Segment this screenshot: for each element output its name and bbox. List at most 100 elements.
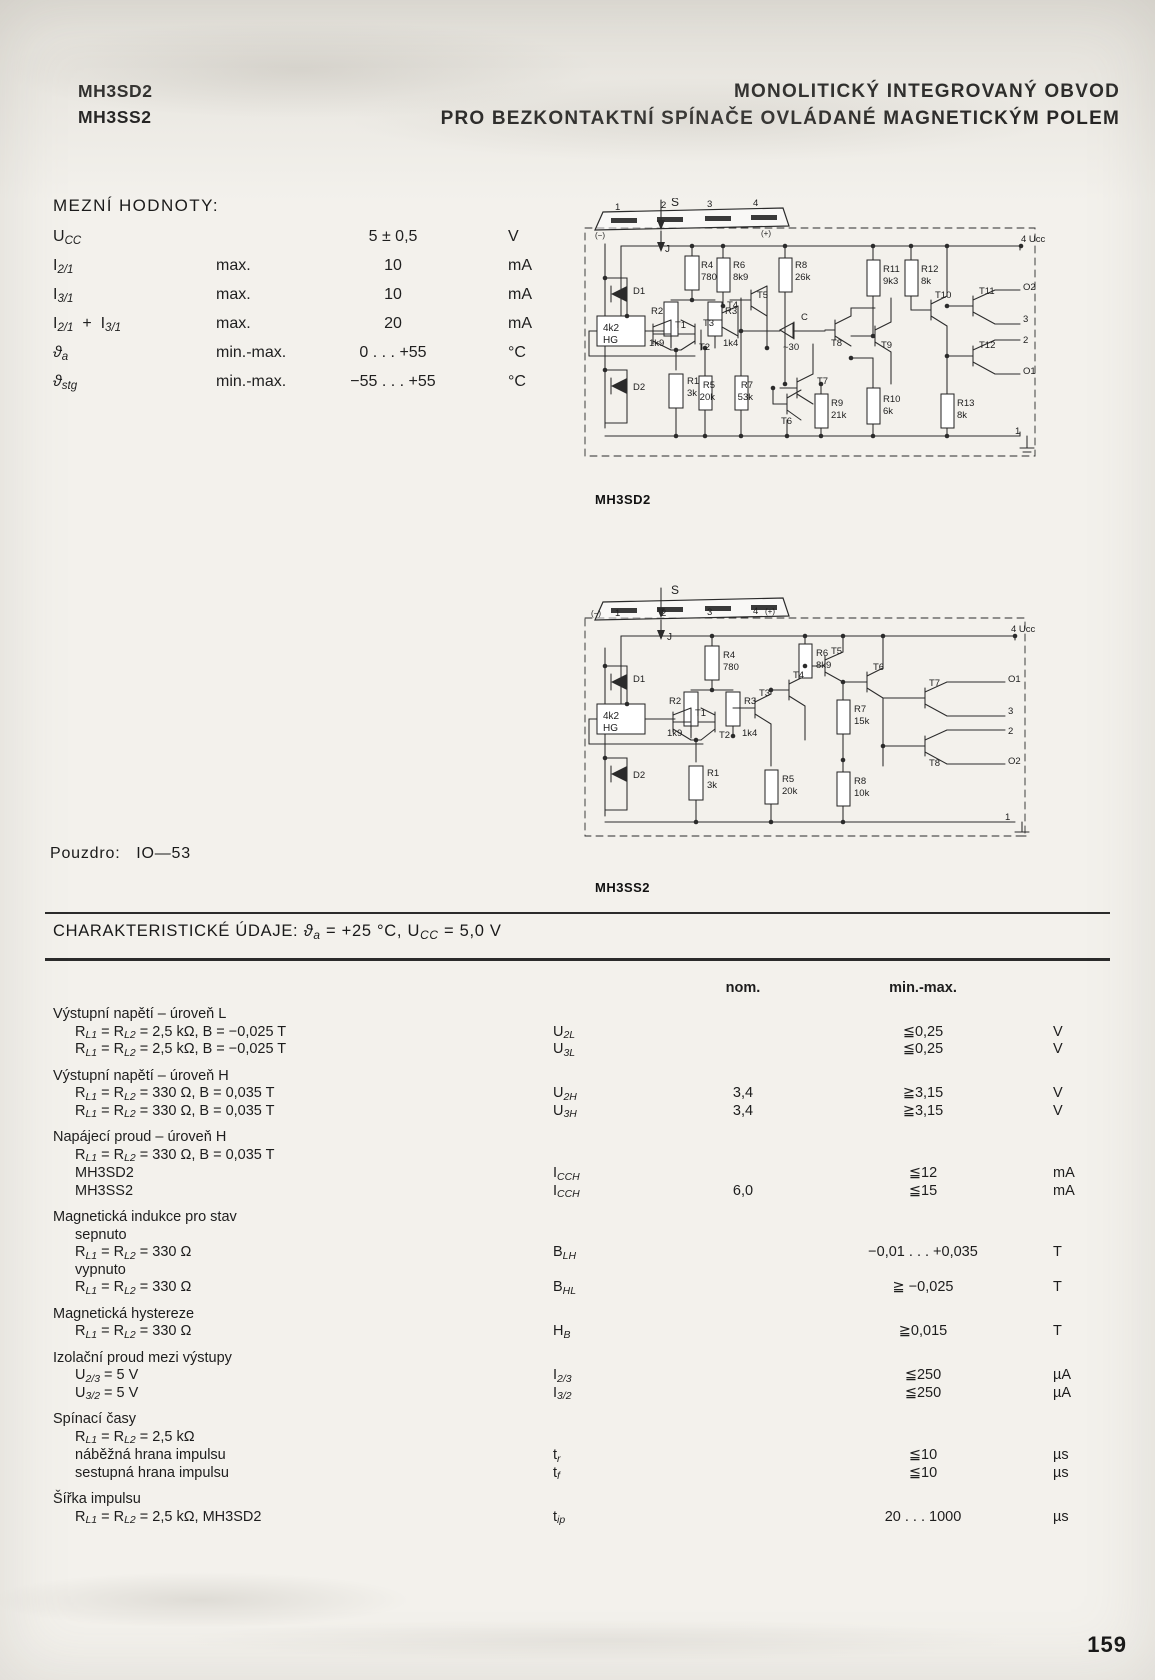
table-row: I2/1 + I3/1 max. 20 mA [53, 315, 553, 344]
group-subheading: RL1 = RL2 = 2,5 kΩ [75, 1428, 195, 1447]
diode-label: D2 [633, 382, 645, 393]
resistor-value: 53k [738, 392, 754, 403]
resistor-ref: R5 [782, 774, 794, 785]
resistor-value: 9k3 [883, 276, 898, 287]
type-mh3sd2: MH3SD2 [78, 81, 153, 101]
group-heading: Izolační proud mezi výstupy [53, 1349, 232, 1366]
limit-unit: °C [508, 344, 526, 361]
resistor-value: 21k [831, 410, 847, 421]
char-group: Magnetická indukce pro stav sepnuto RL1 … [53, 1209, 1108, 1297]
resistor-ref: R13 [957, 398, 974, 409]
row-condition: náběžná hrana impulsu [75, 1447, 226, 1463]
table-row: U2/3 = 5 V I2/3 ≦250 µA [53, 1367, 1108, 1385]
pin-label: 3 [707, 607, 712, 618]
row-unit: V [1053, 1023, 1063, 1040]
group-heading: Spínací časy [53, 1411, 137, 1427]
resistor-ref: R9 [831, 398, 843, 409]
pin-label: 1 [615, 202, 620, 213]
resistor-ref: R5 [703, 380, 715, 391]
pin-label: 4 [753, 198, 758, 209]
pin-label: 3 [707, 199, 712, 210]
row-symbol: tf [553, 1464, 560, 1483]
column-header-nom: nom. [725, 980, 761, 996]
hall-value-label: 4k2 [603, 323, 620, 334]
limit-unit: mA [508, 286, 532, 303]
transistor-label: T2 [699, 342, 710, 353]
row-symbol: ICCH [553, 1165, 580, 1183]
title-line-2: PRO BEZKONTAKTNÍ SPÍNAČE OVLÁDANÉ MAGNET… [440, 108, 1120, 129]
transistor-label: T3 [759, 688, 770, 699]
resistor-ref: R8 [795, 260, 807, 271]
limit-value: 5 ± 0,5 [368, 228, 418, 245]
row-minmax: ≦10 [908, 1447, 938, 1463]
pin-minus-label: (−) [595, 231, 605, 240]
table-header-row: nom. min.-max. [53, 980, 1108, 1006]
limits-title: MEZNÍ HODNOTY: [53, 196, 219, 215]
type-designations: MH3SD2 MH3SS2 [78, 78, 153, 130]
resistor-ref: R1 [687, 376, 699, 387]
row-minmax: ≧0,015 [898, 1323, 948, 1339]
capacitor-ref: C [801, 312, 808, 323]
resistor-ref: R10 [883, 394, 900, 405]
row-symbol: tr [553, 1447, 561, 1465]
char-group: Spínací časy RL1 = RL2 = 2,5 kΩ náběžná … [53, 1411, 1108, 1482]
limit-condition: max. [216, 315, 251, 332]
row-unit: V [1053, 1102, 1063, 1119]
right-pin-label: 2 [1023, 335, 1028, 346]
transistor-label: T8 [831, 338, 842, 349]
table-row: sestupná hrana impulsu tf ≦10 µs [53, 1465, 1108, 1483]
schematic-mh3ss2-svg: 1 2 3 4 S J (−) (+) 4k2 HG D1 D2 R4 780 … [584, 583, 1036, 837]
limit-symbol: I2/1 [53, 257, 74, 277]
transistor-label: T5 [757, 290, 768, 301]
transistor-label: T7 [929, 678, 940, 689]
junction-marker-label: J [667, 632, 672, 643]
resistor-value: 8k [957, 410, 967, 421]
limit-symbol: UCC [53, 228, 82, 248]
row-unit: µs [1053, 1464, 1069, 1481]
limit-unit: °C [508, 373, 526, 390]
group-heading: Výstupní napětí – úroveň H [53, 1067, 229, 1084]
limit-value: 10 [384, 286, 402, 303]
resistor-value: 780 [723, 662, 739, 673]
right-pin-label: 3 [1023, 314, 1028, 325]
row-minmax: 20 . . . 1000 [884, 1508, 962, 1525]
limit-symbol: I2/1 + I3/1 [53, 315, 122, 335]
hall-value-label: 4k2 [603, 711, 620, 722]
row-condition: RL1 = RL2 = 2,5 kΩ, B = −0,025 T [75, 1023, 287, 1042]
table-row: RL1 = RL2 = 330 Ω, B = 0,035 T U2H 3,4 ≧… [53, 1085, 1108, 1103]
row-symbol: BLH [553, 1244, 577, 1262]
table-row: náběžná hrana impulsu tr ≦10 µs [53, 1447, 1108, 1465]
column-header-minmax: min.-max. [889, 980, 957, 996]
group-heading: Magnetická indukce pro stav [53, 1209, 237, 1225]
row-condition: MH3SD2 [75, 1165, 134, 1181]
pin-plus-label: (+) [761, 229, 771, 238]
junction-marker-label: J [665, 244, 670, 255]
row-condition: RL1 = RL2 = 330 Ω, B = 0,035 T [75, 1085, 275, 1103]
row-minmax: ≦0,25 [902, 1023, 944, 1040]
transistor-label: T8 [929, 758, 940, 769]
transistor-label: T5 [831, 646, 842, 657]
row-unit: µs [1053, 1508, 1069, 1525]
limit-value: 0 . . . +55 [359, 344, 427, 361]
right-pin-label: O1 [1008, 674, 1021, 685]
resistor-ref: R4 [701, 260, 713, 271]
diode-label: D2 [633, 770, 645, 781]
resistor-value: 8k9 [733, 272, 748, 283]
resistor-value: 780 [701, 272, 717, 283]
package-label: Pouzdro: [50, 845, 121, 862]
right-pin-label: 3 [1008, 706, 1013, 717]
package-value: IO—53 [136, 845, 191, 862]
char-group: Napájecí proud – úroveň H RL1 = RL2 = 33… [53, 1129, 1108, 1200]
limit-symbol: ϑa [53, 344, 69, 364]
resistor-value: 1k9 [667, 728, 682, 739]
row-nom: 6,0 [732, 1182, 754, 1199]
right-pin-label: O2 [1008, 756, 1021, 767]
row-minmax: ≧ −0,025 [892, 1279, 954, 1295]
row-unit: T [1053, 1244, 1062, 1260]
table-row: ϑa min.-max. 0 . . . +55 °C [53, 344, 553, 373]
row-unit: T [1053, 1279, 1062, 1295]
table-row: MH3SS2 ICCH 6,0 ≦15 mA [53, 1183, 1108, 1201]
row-symbol: tip [553, 1508, 566, 1527]
resistor-ref: R6 [733, 260, 745, 271]
row-symbol: BHL [553, 1279, 577, 1297]
